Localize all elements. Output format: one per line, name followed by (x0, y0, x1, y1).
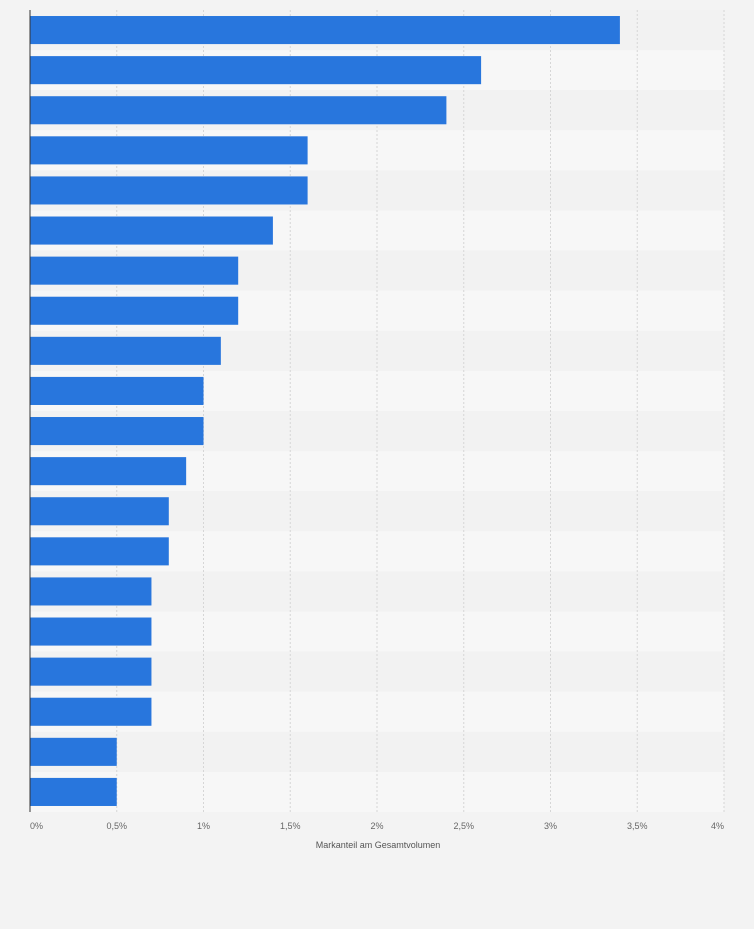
bar[interactable] (30, 697, 152, 726)
x-axis-title: Markanteil am Gesamtvolumen (316, 840, 441, 850)
x-tick-label: 2,5% (453, 821, 474, 831)
bar[interactable] (30, 617, 152, 646)
bar[interactable] (30, 497, 169, 526)
bar[interactable] (30, 16, 620, 45)
x-tick-label: 2% (370, 821, 383, 831)
bar[interactable] (30, 657, 152, 686)
bar[interactable] (30, 417, 204, 446)
x-tick-label: 0,5% (106, 821, 127, 831)
x-tick-labels: 0% 0,5% 1% 1,5% 2% 2,5% 3% 3,5% 4% (30, 821, 724, 831)
x-tick-label: 4% (711, 821, 724, 831)
bars (30, 16, 620, 806)
bar[interactable] (30, 136, 308, 165)
x-tick-label: 0% (30, 821, 43, 831)
bar[interactable] (30, 336, 221, 365)
bar[interactable] (30, 56, 482, 85)
x-tick-label: 3% (544, 821, 557, 831)
bar[interactable] (30, 577, 152, 606)
bar[interactable] (30, 737, 117, 766)
bar[interactable] (30, 376, 204, 405)
x-tick-label: 3,5% (627, 821, 648, 831)
bar[interactable] (30, 176, 308, 205)
bar[interactable] (30, 777, 117, 806)
bar[interactable] (30, 216, 273, 245)
bar[interactable] (30, 457, 187, 486)
bar[interactable] (30, 256, 239, 285)
x-tick-label: 1% (197, 821, 210, 831)
bar[interactable] (30, 537, 169, 566)
bar[interactable] (30, 96, 447, 125)
bar[interactable] (30, 296, 239, 325)
x-tick-label: 1,5% (280, 821, 301, 831)
